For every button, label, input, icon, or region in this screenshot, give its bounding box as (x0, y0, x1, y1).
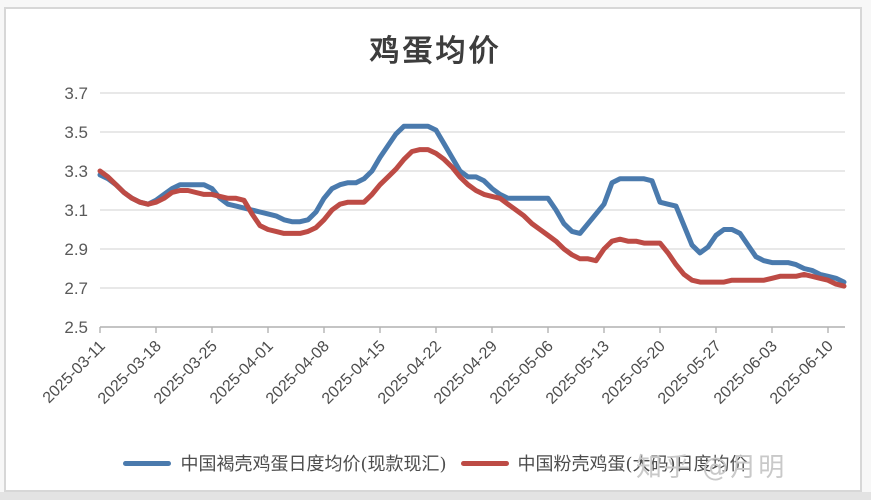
y-tick-label: 2.7 (64, 279, 88, 298)
series-line-pink-egg (97, 147, 847, 289)
legend-item-pink-egg[interactable]: 中国粉壳鸡蛋(大码)日度均价 (460, 450, 748, 476)
watermark: 知乎 @月明 (636, 453, 787, 483)
legend-item-brown-egg[interactable]: 中国褐壳鸡蛋日度均价(现款现汇) (123, 450, 447, 476)
legend-label-pink-egg: 中国粉壳鸡蛋(大码)日度均价 (517, 454, 748, 475)
legend-swatch-brown-egg (123, 460, 172, 466)
chart-title: 鸡蛋均价 (369, 34, 502, 69)
y-tick-label: 3.3 (64, 162, 88, 181)
y-tick-label: 3.1 (64, 201, 88, 220)
y-tick-label: 2.5 (64, 318, 88, 337)
chart-legend: 中国褐壳鸡蛋日度均价(现款现汇) 中国粉壳鸡蛋(大码)日度均价 (0, 450, 871, 476)
y-tick-label: 3.5 (64, 123, 88, 142)
series-line-brown-egg (97, 123, 847, 285)
legend-label-brown-egg: 中国褐壳鸡蛋日度均价(现款现汇) (180, 454, 447, 475)
page-bottom-strip (0, 492, 871, 500)
y-tick-label: 2.9 (64, 240, 88, 259)
y-tick-label: 3.7 (64, 84, 88, 103)
legend-swatch-pink-egg (460, 460, 509, 466)
